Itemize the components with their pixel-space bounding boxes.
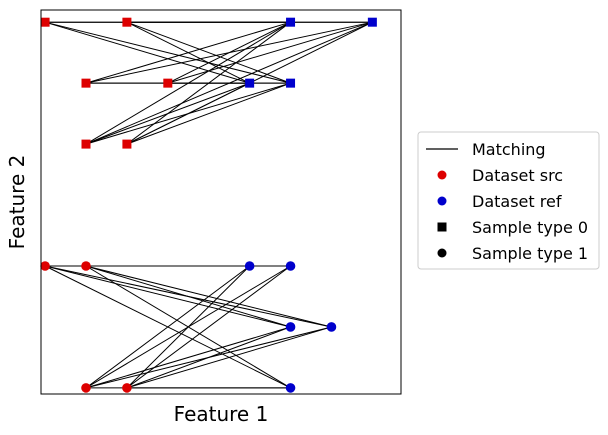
matching-line bbox=[85, 326, 291, 389]
legend-label-sample-type-1: Sample type 1 bbox=[472, 244, 588, 263]
dataset-src-point-type-1 bbox=[40, 261, 50, 271]
dataset-src-point-type-1 bbox=[81, 261, 91, 271]
dataset-src-point-type-0 bbox=[122, 17, 132, 27]
dataset-ref-point-type-0 bbox=[286, 78, 296, 88]
legend: Matching Dataset src Dataset ref Sample … bbox=[417, 131, 600, 270]
matching-line bbox=[126, 326, 291, 389]
matching-line bbox=[126, 265, 291, 389]
matching-line bbox=[126, 21, 291, 84]
matching-line bbox=[126, 326, 332, 389]
matching-line bbox=[85, 21, 291, 84]
dataset-src-point-type-0 bbox=[163, 78, 173, 88]
matching-line bbox=[167, 21, 291, 84]
dataset-src-point-type-0 bbox=[81, 78, 91, 88]
plot-frame bbox=[40, 9, 402, 395]
legend-marker-sample-type-1 bbox=[437, 248, 447, 258]
matching-line bbox=[44, 265, 291, 328]
dataset-src-point-type-0 bbox=[122, 139, 132, 149]
matching-line bbox=[126, 82, 250, 145]
matching-line bbox=[167, 21, 373, 84]
dataset-src-point-type-1 bbox=[81, 383, 91, 393]
legend-marker-dataset-src bbox=[437, 170, 447, 180]
matching-line bbox=[85, 265, 250, 389]
matching-line bbox=[44, 21, 250, 84]
dataset-ref-point-type-0 bbox=[245, 78, 255, 88]
legend-marker-dataset-ref bbox=[437, 196, 447, 206]
matching-line bbox=[85, 21, 291, 145]
x-axis-label: Feature 1 bbox=[174, 402, 269, 426]
matching-line bbox=[85, 21, 373, 145]
points-layer bbox=[40, 17, 377, 393]
matching-line bbox=[85, 265, 291, 328]
matching-line bbox=[44, 21, 291, 84]
legend-label-matching: Matching bbox=[472, 140, 546, 159]
dataset-ref-point-type-1 bbox=[285, 383, 296, 393]
legend-frame bbox=[417, 131, 600, 270]
dataset-ref-point-type-1 bbox=[285, 261, 296, 271]
dataset-src-point-type-1 bbox=[122, 383, 132, 393]
legend-label-dataset-ref: Dataset ref bbox=[472, 192, 562, 211]
matching-line bbox=[126, 265, 250, 389]
dataset-ref-point-type-1 bbox=[244, 261, 255, 271]
legend-label-dataset-src: Dataset src bbox=[472, 166, 563, 185]
dataset-ref-point-type-0 bbox=[367, 17, 377, 27]
matching-line bbox=[126, 21, 291, 145]
dataset-src-point-type-0 bbox=[81, 139, 91, 149]
legend-marker-sample-type-0 bbox=[437, 222, 447, 232]
dataset-ref-point-type-0 bbox=[286, 17, 296, 27]
y-axis-label: Feature 2 bbox=[5, 155, 29, 250]
dataset-ref-point-type-1 bbox=[285, 322, 296, 332]
legend-label-sample-type-0: Sample type 0 bbox=[472, 218, 588, 237]
dataset-ref-point-type-1 bbox=[326, 322, 337, 332]
matching-layer bbox=[44, 21, 373, 389]
dataset-src-point-type-0 bbox=[40, 17, 50, 27]
matching-line bbox=[126, 82, 291, 145]
